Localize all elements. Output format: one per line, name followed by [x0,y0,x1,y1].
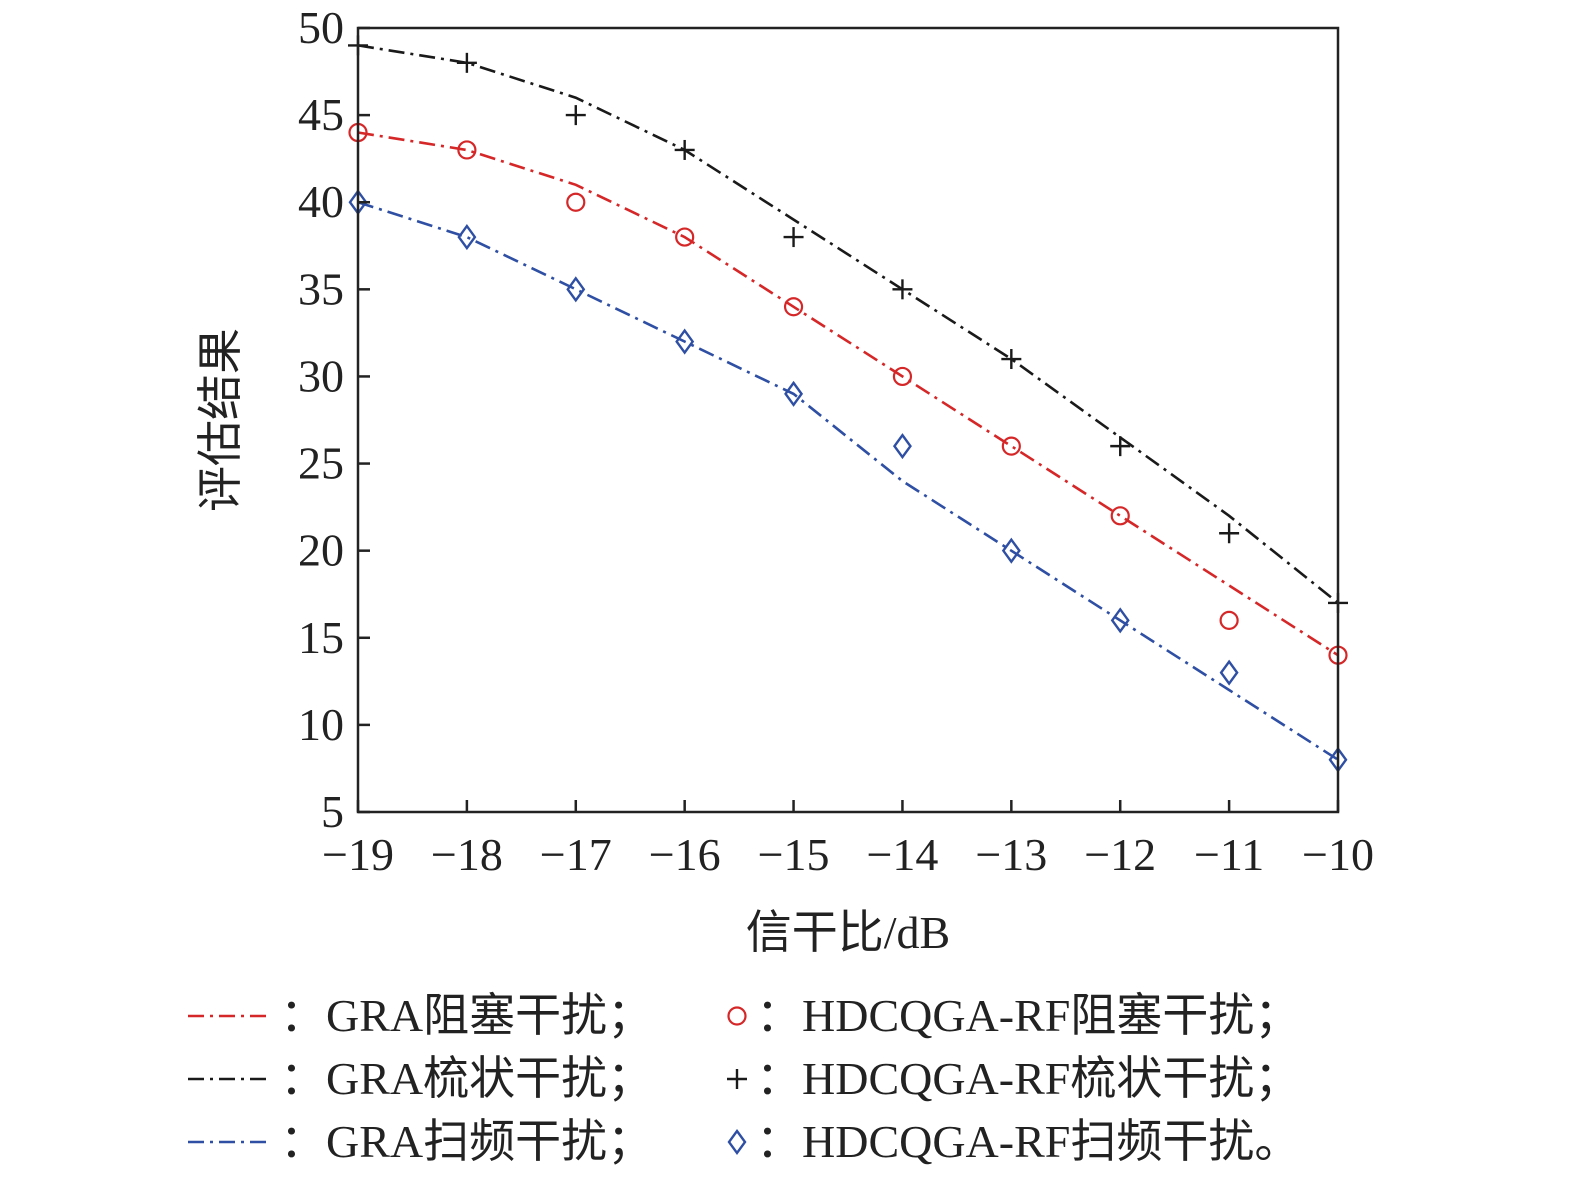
series-line-1a1a1a [357,44,1339,604]
y-tick-label: 15 [298,612,344,663]
data-point-plus [783,227,804,248]
data-point-diamond [675,328,695,355]
legend-marker-swatch [727,1128,747,1156]
series-line-2e4fa3 [357,200,1339,761]
legend-line-label: ：GRA扫频干扰； [280,1116,653,1167]
data-point-diamond [892,433,912,460]
x-tick-label: −16 [649,829,721,880]
data-point-plus [1001,349,1022,370]
series-markers [348,35,1348,773]
y-tick-label: 25 [298,438,344,489]
x-axis: −19 −18 −17 −16 −15 −14 −13 −12 −11 −10 [322,800,1374,880]
data-point-circle [1110,506,1130,526]
x-tick-label: −13 [975,829,1047,880]
data-point-circle [1001,436,1021,456]
data-point-diamond [1110,607,1130,634]
y-tick-label: 50 [298,2,344,53]
x-tick-label: −14 [866,829,938,880]
plot-frame [356,26,1340,814]
y-tick-label: 5 [321,786,344,837]
data-point-circle [675,227,695,247]
data-point-diamond [1219,659,1239,686]
x-tick-label: −15 [758,829,830,880]
y-tick-label: 45 [298,89,344,140]
data-point-plus [1110,436,1131,457]
data-point-plus [456,52,477,73]
legend-marker-swatch [727,1069,747,1089]
data-point-plus [674,139,695,160]
legend: ：GRA阻塞干扰； ：HDCQGA-RF阻塞干扰； ：GRA梳状干扰； ：HDCQGA… [188,990,1300,1167]
x-tick-label: −12 [1084,829,1156,880]
data-point-plus [1219,523,1240,544]
data-point-diamond [1001,537,1021,564]
data-point-circle [892,366,913,387]
data-point-plus [892,279,913,300]
series-lines [357,44,1339,761]
legend-marker-label: ：HDCQGA-RF梳状干扰； [756,1053,1300,1104]
data-point-circle [457,140,477,160]
data-point-plus [565,105,586,126]
y-tick-label: 10 [298,699,344,750]
legend-line-label: ：GRA梳状干扰； [280,1053,653,1104]
x-tick-label: −18 [431,829,503,880]
y-tick-label: 35 [298,263,344,314]
data-point-circle [783,297,804,317]
x-axis-title: 信干比/dB [746,907,950,958]
data-point-diamond [457,224,477,251]
x-tick-label: −19 [322,829,394,880]
data-point-diamond [784,380,804,407]
y-tick-label: 20 [298,525,344,576]
data-point-diamond [566,276,586,303]
legend-marker-label: ：HDCQGA-RF阻塞干扰； [756,990,1300,1041]
data-point-circle [1219,610,1239,630]
x-tick-label: −11 [1194,829,1264,880]
data-point-circle [566,192,586,212]
x-tick-label: −17 [540,829,612,880]
x-tick-label: −10 [1302,829,1374,880]
legend-line-label: ：GRA阻塞干扰； [280,990,653,1041]
series-line-d62728 [357,131,1339,657]
y-tick-label: 30 [298,350,344,401]
y-axis-title: 评估结果 [195,328,246,512]
legend-marker-label: ：HDCQGA-RF扫频干扰。 [756,1116,1300,1167]
y-axis: 5 10 15 20 25 30 35 40 45 50 [298,2,370,837]
y-tick-label: 40 [298,176,344,227]
legend-marker-swatch [727,1006,747,1026]
